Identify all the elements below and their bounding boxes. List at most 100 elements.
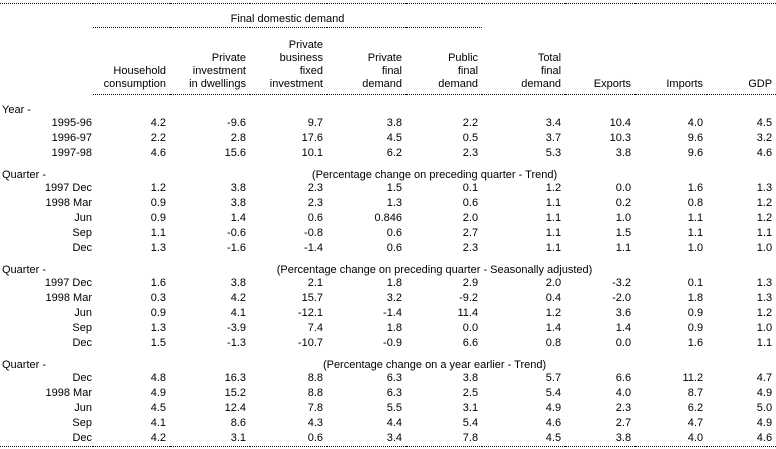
value-cell: 1.5 [386, 182, 402, 194]
value-cell: 3.6 [615, 307, 632, 319]
value-cell: 0.1 [687, 277, 704, 289]
value-cell: 1.2 [545, 182, 562, 194]
table-row: Dec 1.3 -1.6 -1.4 0.6 2.3 1.1 1.1 1.0 1.… [0, 241, 776, 256]
value-cell: -0.8 [304, 227, 323, 239]
row-label: Dec [72, 432, 92, 444]
value-cell: -1.4 [383, 307, 402, 319]
value-cell: 0.0 [615, 337, 632, 349]
value-cell: -1.4 [304, 242, 323, 254]
value-cell: 4.6 [756, 432, 773, 444]
value-cell: 1.4 [230, 212, 246, 224]
value-cell: 3.4 [545, 117, 562, 129]
column-header-exports: Exports [565, 27, 636, 95]
value-cell: 9.6 [687, 132, 704, 144]
value-cell: 7.4 [307, 322, 323, 334]
value-cell: 5.0 [756, 402, 773, 414]
value-cell: 3.2 [756, 132, 773, 144]
value-cell: 1.0 [687, 242, 704, 254]
value-cell: 5.3 [545, 147, 562, 159]
column-header-private-business-fixed-investment: Private business fixed investment [250, 27, 327, 95]
value-cell: 6.3 [386, 387, 402, 399]
value-cell: 4.7 [756, 372, 773, 384]
value-cell: 4.9 [545, 402, 562, 414]
value-cell: 0.5 [462, 132, 479, 144]
row-label: Dec [72, 242, 92, 254]
value-cell: 1.2 [150, 182, 166, 194]
table-row: Dec 4.8 16.3 8.8 6.3 3.8 5.7 6.6 11.2 4.… [0, 371, 776, 386]
data-table: Final domestic demand Household consumpt… [0, 3, 776, 447]
value-cell: -9.6 [227, 117, 246, 129]
value-cell: 0.1 [462, 182, 479, 194]
value-cell: -3.9 [227, 322, 246, 334]
value-cell: 1.1 [687, 227, 704, 239]
row-label: 1995-96 [51, 117, 92, 129]
value-cell: 1.0 [756, 322, 773, 334]
value-cell: 3.1 [230, 432, 246, 444]
row-label: 1996-97 [51, 132, 92, 144]
value-cell: 1.3 [386, 197, 402, 209]
value-cell: 15.7 [301, 292, 323, 304]
value-cell: 3.7 [545, 132, 562, 144]
value-cell: 6.2 [687, 402, 704, 414]
value-cell: 3.1 [462, 402, 479, 414]
row-label: Sep [72, 227, 92, 239]
value-cell: 1.3 [150, 322, 166, 334]
value-cell: 0.8 [545, 337, 562, 349]
value-cell: 1.8 [386, 322, 402, 334]
table-row: 1997-98 4.6 15.6 10.1 6.2 2.3 5.3 3.8 9.… [0, 146, 776, 161]
value-cell: 2.3 [307, 197, 323, 209]
table-row: Sep 4.1 8.6 4.3 4.4 5.4 4.6 2.7 4.7 4.9 [0, 416, 776, 431]
value-cell: 8.6 [230, 417, 246, 429]
column-header-imports: Imports [635, 27, 708, 95]
value-cell: 4.5 [756, 117, 773, 129]
section-header-quarter-seasonally-adjusted: Quarter - (Percentage change on precedin… [0, 256, 776, 276]
value-cell: 0.0 [462, 322, 479, 334]
value-cell: 6.2 [386, 147, 402, 159]
row-label: 1998 Mar [45, 387, 92, 399]
value-cell: 1.6 [687, 337, 704, 349]
value-cell: 2.9 [462, 277, 479, 289]
value-cell: 4.7 [687, 417, 704, 429]
value-cell: 3.4 [386, 432, 402, 444]
table-row: 1997 Dec 1.2 3.8 2.3 1.5 0.1 1.2 0.0 1.6… [0, 181, 776, 196]
value-cell: -12.1 [297, 307, 323, 319]
value-cell: 7.8 [307, 402, 323, 414]
value-cell: 0.6 [386, 242, 402, 254]
header-spacer [0, 28, 93, 95]
value-cell: 2.3 [462, 242, 479, 254]
value-cell: 2.7 [615, 417, 632, 429]
column-header-row: Household consumption Private investment… [0, 27, 776, 95]
table-row: 1998 Mar 4.9 15.2 8.8 6.3 2.5 5.4 4.0 8.… [0, 386, 776, 401]
value-cell: 9.6 [687, 147, 704, 159]
value-cell: 4.2 [230, 292, 246, 304]
value-cell: 2.3 [462, 147, 479, 159]
row-label: 1997 Dec [44, 182, 92, 194]
value-cell: 0.846 [374, 212, 402, 224]
column-header-private-final-demand: Private final demand [327, 27, 406, 95]
value-cell: 1.3 [756, 277, 773, 289]
value-cell: 11.4 [457, 307, 479, 319]
row-label: Jun [74, 307, 92, 319]
section-label: Quarter - [2, 359, 47, 371]
value-cell: 12.4 [224, 402, 246, 414]
value-cell: 3.8 [615, 147, 632, 159]
value-cell: 4.8 [150, 372, 166, 384]
section-note: (Percentage change on preceding quarter … [276, 264, 593, 276]
table-row: 1996-97 2.2 2.8 17.6 4.5 0.5 3.7 10.3 9.… [0, 131, 776, 146]
value-cell: 5.5 [386, 402, 402, 414]
value-cell: -1.6 [227, 242, 246, 254]
value-cell: 0.9 [687, 322, 704, 334]
value-cell: 1.2 [756, 307, 773, 319]
value-cell: 1.2 [756, 197, 773, 209]
row-label: Jun [74, 212, 92, 224]
value-cell: 1.8 [687, 292, 704, 304]
value-cell: 16.3 [224, 372, 246, 384]
section-header-quarter-year-earlier: Quarter - (Percentage change on a year e… [0, 351, 776, 371]
value-cell: 1.0 [756, 242, 773, 254]
table-row: 1998 Mar 0.9 3.8 2.3 1.3 0.6 1.1 0.2 0.8… [0, 196, 776, 211]
column-header-private-investment-in-dwellings: Private investment in dwellings [170, 27, 250, 95]
value-cell: 4.0 [687, 432, 704, 444]
value-cell: 0.3 [150, 292, 166, 304]
value-cell: -2.0 [612, 292, 632, 304]
value-cell: 6.6 [615, 372, 632, 384]
